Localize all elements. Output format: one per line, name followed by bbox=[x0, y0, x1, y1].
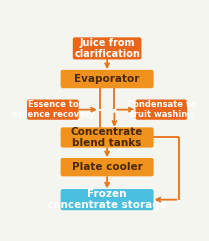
FancyBboxPatch shape bbox=[61, 189, 154, 210]
FancyBboxPatch shape bbox=[61, 158, 154, 176]
FancyBboxPatch shape bbox=[61, 70, 154, 88]
FancyBboxPatch shape bbox=[61, 127, 154, 147]
Text: Juice from
clarification: Juice from clarification bbox=[74, 38, 140, 59]
FancyBboxPatch shape bbox=[27, 100, 79, 120]
Text: Plate cooler: Plate cooler bbox=[72, 162, 143, 172]
FancyBboxPatch shape bbox=[136, 100, 187, 120]
Text: Evaporator: Evaporator bbox=[74, 74, 140, 84]
Text: Frozen
concentrate storage: Frozen concentrate storage bbox=[47, 189, 167, 210]
Text: Condensate to
fruit washing: Condensate to fruit washing bbox=[127, 100, 196, 119]
FancyBboxPatch shape bbox=[73, 37, 141, 60]
Text: Concentrate
blend tanks: Concentrate blend tanks bbox=[71, 127, 143, 148]
Text: Essence to
essence recovery: Essence to essence recovery bbox=[11, 100, 94, 119]
